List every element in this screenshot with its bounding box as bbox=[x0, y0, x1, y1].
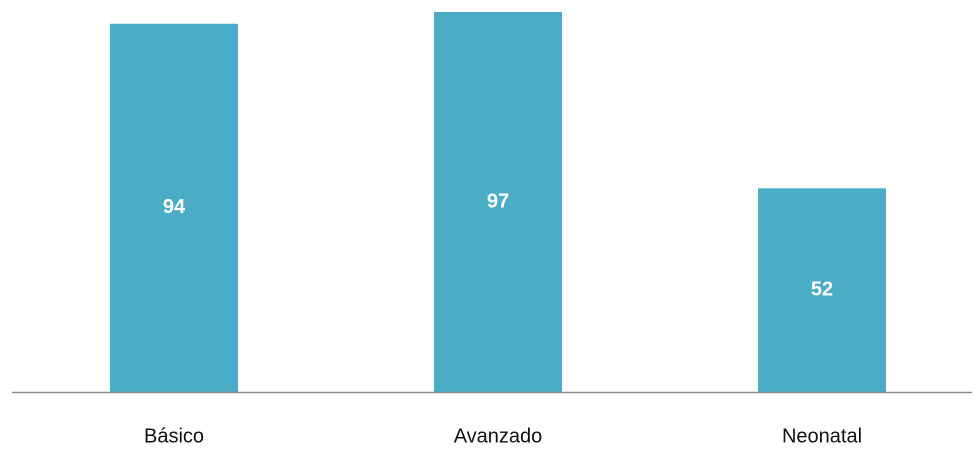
bar bbox=[434, 12, 562, 392]
x-tick-label: Avanzado bbox=[454, 425, 543, 445]
data-label: 97 bbox=[487, 190, 509, 212]
data-label: 52 bbox=[811, 278, 833, 300]
x-tick-label: Básico bbox=[144, 425, 204, 445]
x-tick-label: Neonatal bbox=[782, 425, 862, 445]
data-label: 94 bbox=[163, 196, 186, 218]
bar bbox=[758, 188, 886, 392]
bar bbox=[110, 23, 238, 393]
